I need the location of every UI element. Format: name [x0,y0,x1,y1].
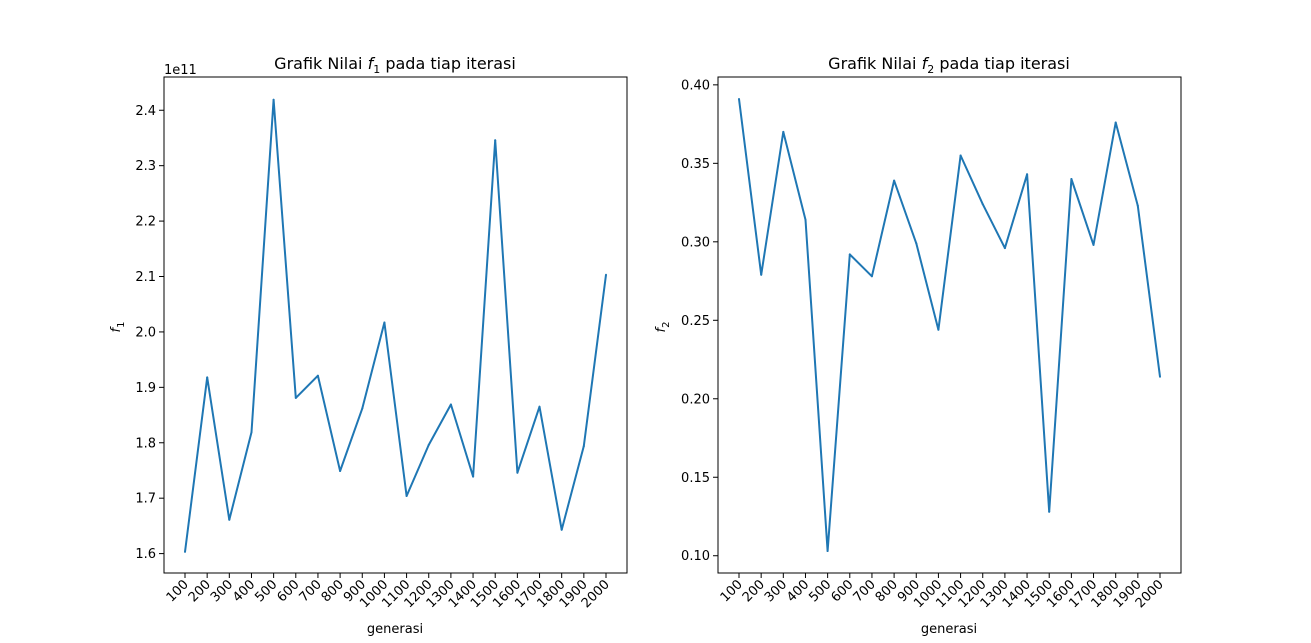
data-point [1092,243,1095,246]
data-point [560,528,563,531]
x-tick-label: 200 [740,577,768,605]
x-tick-label: 200 [186,577,214,605]
x-tick-label: 400 [784,577,812,605]
data-point [915,242,918,245]
data-point [449,403,452,406]
x-tick-label: 500 [252,577,280,605]
y-tick-label: 2.4 [135,104,156,119]
chart-title-symbol: f [368,54,376,73]
data-point [582,445,585,448]
data-point [1159,375,1161,378]
series-line [738,98,1161,552]
x-axis-label: generasi [367,622,423,637]
series-line [184,98,607,553]
y-tick-label: 2.2 [135,215,156,230]
x-tick-label: 300 [208,577,236,605]
data-point [516,471,519,474]
y-axis-label: f1 [109,322,127,333]
y-axis-label-symbol: f [654,325,669,332]
plot-area-frame [163,76,628,574]
y-tick-label: 1.6 [135,547,156,562]
x-tick-label: 100 [164,577,192,605]
y-tick-label: 2.3 [135,159,156,174]
y-axis-label-subscript: 1 [116,322,127,328]
y-tick-label: 1.9 [135,381,156,396]
x-tick-label: 700 [297,577,325,605]
data-point [538,405,541,408]
y-tick-label: 1.7 [135,492,156,507]
data-point [1070,178,1073,180]
data-point [316,374,319,377]
data-point [981,203,984,206]
data-point [472,475,475,478]
x-tick-label: 800 [873,577,901,605]
x-axis-label: generasi [921,622,977,637]
data-point [826,550,829,552]
data-point [870,275,873,278]
x-tick-label: 700 [851,577,879,605]
data-point [937,328,940,331]
x-tick-label: 500 [806,577,834,605]
data-point [294,396,297,399]
data-point [383,321,386,324]
y-axis-label-symbol: f [109,325,124,332]
chart-title: Grafik Nilai f1 pada tiap iterasi [274,54,516,76]
data-point [361,407,364,410]
y-tick-label: 0.20 [681,392,710,407]
data-point [738,98,740,100]
y-tick-label: 0.25 [681,314,710,329]
data-point [893,179,896,182]
x-tick-label: 400 [230,577,258,605]
chart-title-text: Grafik Nilai [828,54,916,73]
data-point [959,154,962,157]
data-point [427,444,430,446]
x-tick-label: 600 [828,577,856,605]
chart-title-symbol: f [922,54,930,73]
chart-title: Grafik Nilai f2 pada tiap iterasi [828,54,1070,76]
x-tick-label: 800 [319,577,347,605]
data-point [228,518,231,521]
data-point [339,470,342,472]
data-point [1003,247,1006,250]
chart-title-text: Grafik Nilai [274,54,362,73]
chart-title-suffix: pada tiap iterasi [939,54,1070,73]
y-tick-label: 0.30 [681,235,710,250]
y-tick-label: 0.10 [681,549,710,564]
data-point [804,218,807,221]
data-point [848,253,851,256]
data-point [206,376,209,379]
x-tick-label: 100 [718,577,746,605]
data-point [494,139,497,142]
chart-title-subscript: 1 [373,63,380,76]
chart-title-subscript: 2 [927,63,934,76]
y-tick-label: 0.35 [681,157,710,172]
y-tick-label: 2.1 [135,270,156,285]
y-tick-label: 2.0 [135,325,156,340]
data-point [1114,121,1117,124]
y-axis-label: f2 [654,322,672,333]
y-tick-label: 1.8 [135,436,156,451]
subplot-f2: Grafik Nilai f2 pada tiap iterasi genera… [654,54,1182,637]
y-offset-label: 1e11 [164,63,197,78]
data-point [605,273,607,276]
data-point [1136,204,1139,207]
data-point [782,130,785,133]
plot-area-frame [717,76,1182,574]
data-point [184,550,186,553]
y-tick-label: 0.40 [681,78,710,93]
data-point [272,98,275,101]
data-point [1026,173,1029,176]
data-point [760,273,763,276]
data-point [250,431,253,434]
data-point [1048,510,1051,513]
subplot-f1: Grafik Nilai f1 pada tiap iterasi 1e11 g… [109,54,628,637]
x-tick-label: 300 [762,577,790,605]
y-axis-label-subscript: 2 [661,322,672,328]
chart-title-suffix: pada tiap iterasi [385,54,516,73]
data-point [405,495,408,497]
x-tick-label: 600 [274,577,302,605]
y-tick-label: 0.15 [681,471,710,486]
